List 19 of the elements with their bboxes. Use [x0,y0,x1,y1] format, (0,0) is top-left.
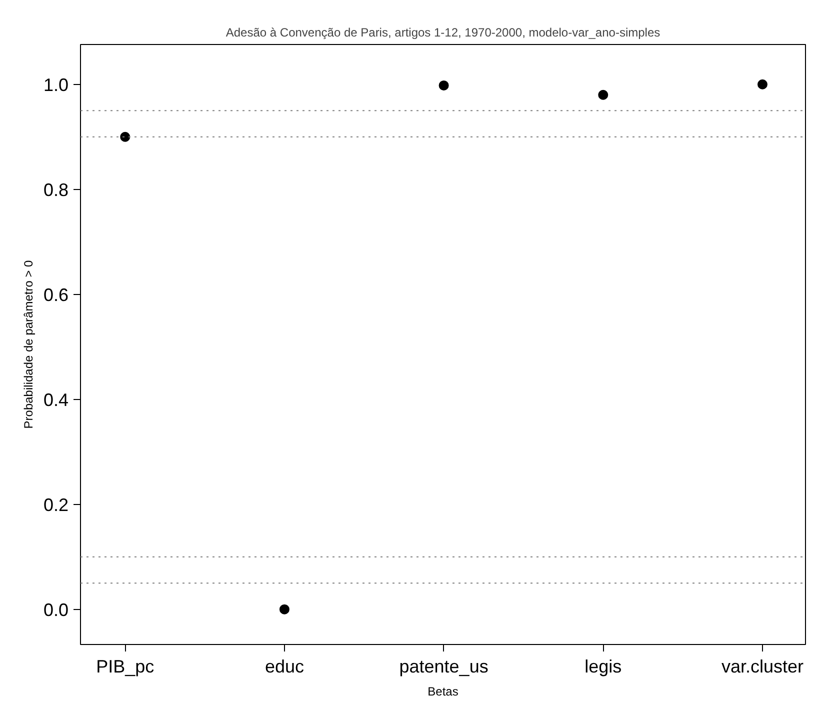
x-tick-label: legis [584,656,622,676]
point [598,90,608,100]
x-tick-label: var.cluster [721,656,804,676]
y-tick-label: 0.6 [43,284,69,305]
y-tick-label: 0.0 [43,600,69,620]
point [120,132,130,142]
chart-title: Adesão à Convenção de Paris, artigos 1-12, 1970-2000, modelo-var_ano-simples [226,26,660,40]
point [279,604,290,614]
y-axis-title: Probabilidade de parâmetro > 0 [21,260,36,429]
y-tick-label: 0.2 [43,494,69,515]
point [757,79,768,90]
y-tick-label: 1.0 [43,74,69,95]
x-axis-title: Betas [428,684,458,698]
y-tick-label: 0.8 [43,180,69,200]
x-tick-label: patente_us [399,656,488,676]
point [438,80,449,90]
x-tick-label: educ [264,656,304,676]
x-tick-label: PIB_pc [96,656,154,676]
y-tick-label: 0.4 [43,390,69,410]
